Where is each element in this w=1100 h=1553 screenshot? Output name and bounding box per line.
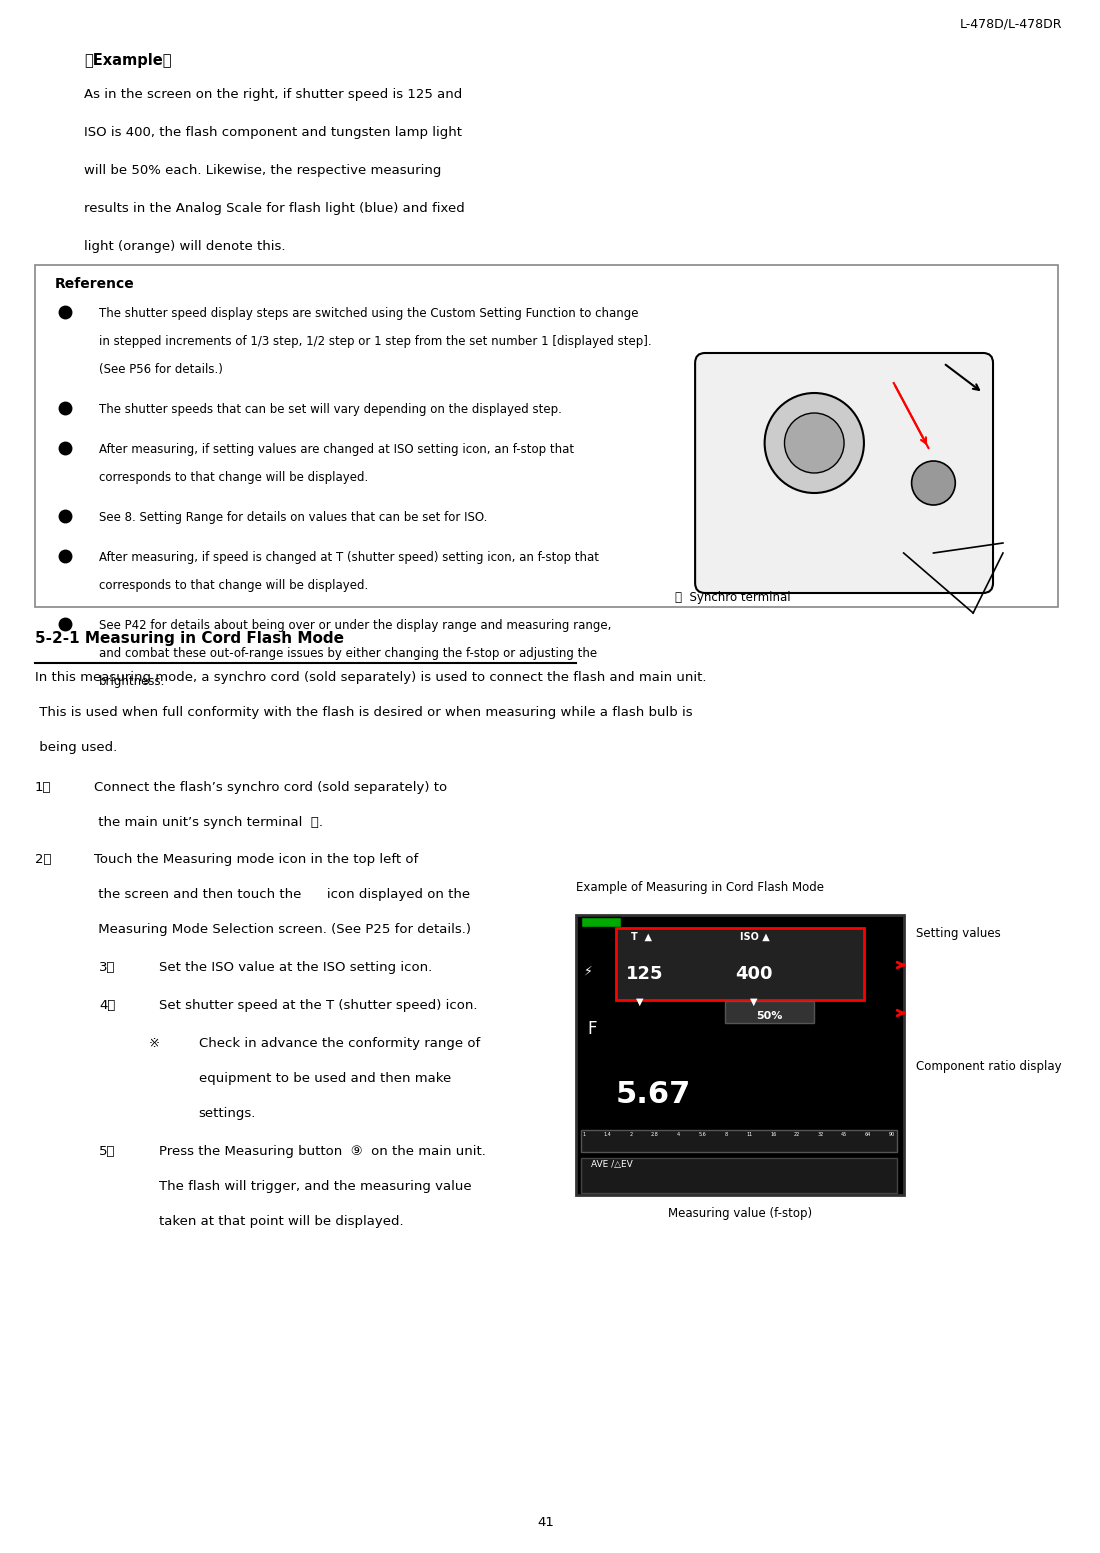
Text: Reference: Reference: [55, 276, 134, 290]
Text: L-478D/L-478DR: L-478D/L-478DR: [960, 19, 1063, 31]
Text: Check in advance the conformity range of: Check in advance the conformity range of: [199, 1037, 480, 1050]
Text: See 8. Setting Range for details on values that can be set for ISO.: See 8. Setting Range for details on valu…: [99, 511, 487, 523]
Text: 11: 11: [747, 1132, 752, 1137]
Text: ▼: ▼: [750, 997, 757, 1006]
Text: ⚡: ⚡: [584, 964, 593, 978]
Text: brightness.: brightness.: [99, 676, 166, 688]
Text: As in the screen on the right, if shutter speed is 125 and: As in the screen on the right, if shutte…: [85, 89, 463, 101]
Circle shape: [912, 461, 955, 505]
Text: Set shutter speed at the T (shutter speed) icon.: Set shutter speed at the T (shutter spee…: [158, 999, 477, 1013]
Text: the screen and then touch the      icon displayed on the: the screen and then touch the icon displ…: [95, 888, 471, 901]
Text: After measuring, if speed is changed at T (shutter speed) setting icon, an f-sto: After measuring, if speed is changed at …: [99, 551, 600, 564]
Text: Component ratio display: Component ratio display: [915, 1061, 1062, 1073]
FancyBboxPatch shape: [35, 266, 1057, 607]
Text: Setting values: Setting values: [915, 927, 1000, 940]
Text: 22: 22: [794, 1132, 800, 1137]
Text: corresponds to that change will be displayed.: corresponds to that change will be displ…: [99, 471, 368, 485]
Text: 4: 4: [678, 1132, 680, 1137]
Text: 1: 1: [582, 1132, 585, 1137]
Bar: [725, 1002, 814, 1023]
Text: See P42 for details about being over or under the display range and measuring ra: See P42 for details about being over or …: [99, 620, 612, 632]
Text: will be 50% each. Likewise, the respective measuring: will be 50% each. Likewise, the respecti…: [85, 165, 442, 177]
Text: 4）: 4）: [99, 999, 116, 1013]
Text: 64: 64: [865, 1132, 871, 1137]
Text: 45: 45: [842, 1132, 847, 1137]
Text: 2）: 2）: [35, 853, 52, 867]
Bar: [581, 1131, 896, 1152]
Bar: [616, 929, 864, 1000]
Text: the main unit’s synch terminal  ⓒ.: the main unit’s synch terminal ⓒ.: [95, 815, 323, 829]
Text: ※: ※: [148, 1037, 159, 1050]
Text: 5）: 5）: [99, 1145, 116, 1159]
Text: ISO ▲: ISO ▲: [740, 932, 770, 943]
Text: taken at that point will be displayed.: taken at that point will be displayed.: [158, 1214, 404, 1228]
Text: and combat these out-of-range issues by either changing the f-stop or adjusting : and combat these out-of-range issues by …: [99, 648, 597, 660]
Text: corresponds to that change will be displayed.: corresponds to that change will be displ…: [99, 579, 368, 592]
Text: Measuring value (f-stop): Measuring value (f-stop): [668, 1207, 812, 1221]
Text: 41: 41: [538, 1516, 554, 1530]
Text: 3）: 3）: [99, 961, 116, 974]
Text: 5.67: 5.67: [616, 1079, 691, 1109]
Text: light (orange) will denote this.: light (orange) will denote this.: [85, 241, 286, 253]
Text: Set the ISO value at the ISO setting icon.: Set the ISO value at the ISO setting ico…: [158, 961, 432, 974]
Text: ⓒ  Synchro terminal: ⓒ Synchro terminal: [675, 592, 791, 604]
Text: 90: 90: [889, 1132, 894, 1137]
Text: T  ▲: T ▲: [630, 932, 651, 943]
Text: AVE /△EV: AVE /△EV: [591, 1160, 632, 1169]
Text: Press the Measuring button  ⑨  on the main unit.: Press the Measuring button ⑨ on the main…: [158, 1145, 486, 1159]
Text: ▼: ▼: [636, 997, 644, 1006]
Text: (See P56 for details.): (See P56 for details.): [99, 363, 223, 376]
Text: 50%: 50%: [757, 1011, 783, 1020]
Text: The shutter speed display steps are switched using the Custom Setting Function t: The shutter speed display steps are swit…: [99, 307, 639, 320]
Text: equipment to be used and then make: equipment to be used and then make: [199, 1072, 451, 1086]
Text: After measuring, if setting values are changed at ISO setting icon, an f-stop th: After measuring, if setting values are c…: [99, 443, 574, 457]
Text: 1.4: 1.4: [604, 1132, 612, 1137]
Text: This is used when full conformity with the flash is desired or when measuring wh: This is used when full conformity with t…: [35, 707, 692, 719]
Text: 2: 2: [629, 1132, 632, 1137]
Text: Example of Measuring in Cord Flash Mode: Example of Measuring in Cord Flash Mode: [576, 881, 824, 895]
Text: 32: 32: [817, 1132, 824, 1137]
Text: 16: 16: [770, 1132, 777, 1137]
Bar: [581, 916, 620, 927]
Text: The flash will trigger, and the measuring value: The flash will trigger, and the measurin…: [158, 1180, 472, 1193]
Text: Touch the Measuring mode icon in the top left of: Touch the Measuring mode icon in the top…: [95, 853, 419, 867]
Text: F: F: [587, 1020, 597, 1037]
Text: being used.: being used.: [35, 741, 117, 755]
Text: in stepped increments of 1/3 step, 1/2 step or 1 step from the set number 1 [dis: in stepped increments of 1/3 step, 1/2 s…: [99, 335, 652, 348]
Text: ISO is 400, the flash component and tungsten lamp light: ISO is 400, the flash component and tung…: [85, 126, 462, 140]
Text: 5.6: 5.6: [698, 1132, 706, 1137]
Text: 2.8: 2.8: [651, 1132, 659, 1137]
Text: 400: 400: [735, 964, 772, 983]
FancyBboxPatch shape: [695, 353, 993, 593]
Bar: [576, 915, 904, 1194]
Text: settings.: settings.: [199, 1107, 256, 1120]
Text: Measuring Mode Selection screen. (See P25 for details.): Measuring Mode Selection screen. (See P2…: [95, 922, 471, 936]
Text: 8: 8: [725, 1132, 727, 1137]
Circle shape: [784, 413, 844, 474]
Text: 125: 125: [626, 964, 663, 983]
Text: Connect the flash’s synchro cord (sold separately) to: Connect the flash’s synchro cord (sold s…: [95, 781, 448, 794]
Text: In this measuring mode, a synchro cord (sold separately) is used to connect the : In this measuring mode, a synchro cord (…: [35, 671, 706, 683]
Text: The shutter speeds that can be set will vary depending on the displayed step.: The shutter speeds that can be set will …: [99, 402, 562, 416]
Text: 5-2-1 Measuring in Cord Flash Mode: 5-2-1 Measuring in Cord Flash Mode: [35, 631, 344, 646]
Bar: [581, 1159, 896, 1193]
Circle shape: [764, 393, 864, 492]
Text: ＜Example＞: ＜Example＞: [85, 53, 172, 68]
Text: 1）: 1）: [35, 781, 52, 794]
Text: results in the Analog Scale for flash light (blue) and fixed: results in the Analog Scale for flash li…: [85, 202, 465, 214]
